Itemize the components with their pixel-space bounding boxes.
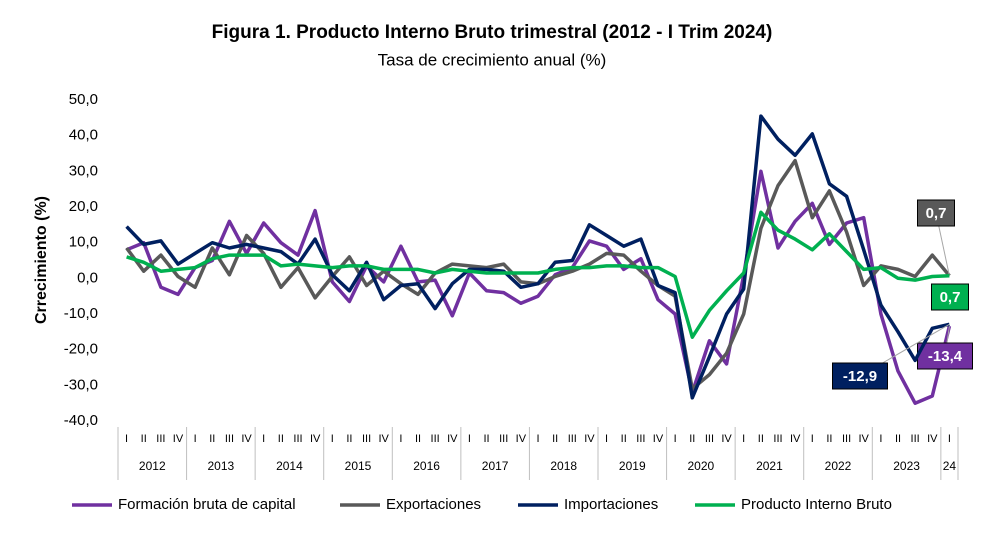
x-tick-label: II [826,433,832,445]
x-tick-label: III [156,433,165,445]
data-label: -12,9 [843,368,877,385]
legend-label: Importaciones [564,496,658,513]
series-line [125,114,950,400]
data-label-box [917,199,955,227]
year-label: 2019 [619,459,646,473]
x-tick-label: III [842,433,851,445]
x-tick-label: III [225,433,234,445]
year-label: 24 [943,459,957,473]
x-tick-label: III [499,433,508,445]
year-label: 2015 [345,459,372,473]
data-label: -13,4 [928,348,963,365]
x-tick-label: IV [790,433,801,445]
year-label: 2012 [139,459,166,473]
x-tick-label: IV [173,433,184,445]
x-tick-label: II [552,433,558,445]
data-label-box [931,283,969,311]
x-tick-label: II [141,433,147,445]
x-tick-label: I [879,433,882,445]
y-tick-label: 40,0 [69,127,98,144]
year-label: 2016 [413,459,440,473]
x-tick-label: I [468,433,471,445]
x-tick-label: II [278,433,284,445]
x-tick-label: II [484,433,490,445]
y-axis-label: Crrecimiento (%) [33,196,50,324]
x-tick-label: II [621,433,627,445]
x-tick-label: II [758,433,764,445]
x-tick-label: I [948,433,951,445]
data-label-box [832,362,888,390]
x-tick-label: IV [927,433,938,445]
x-tick-label: III [362,433,371,445]
x-tick-label: I [262,433,265,445]
x-tick-label: III [911,433,920,445]
x-tick-label: I [605,433,608,445]
chart-title: Figura 1. Producto Interno Bruto trimest… [212,22,773,43]
x-tick-label: III [431,433,440,445]
x-tick-label: II [346,433,352,445]
year-label: 2022 [825,459,852,473]
x-tick-label: I [674,433,677,445]
chart-subtitle: Tasa de crecimiento anual (%) [378,50,607,69]
x-tick-label: IV [584,433,595,445]
legend-label: Producto Interno Bruto [741,496,892,513]
x-tick-label: I [536,433,539,445]
y-tick-label: 10,0 [69,234,98,251]
x-tick-label: IV [379,433,390,445]
x-tick-label: III [293,433,302,445]
x-tick-label: I [194,433,197,445]
legend-label: Exportaciones [386,496,481,513]
x-tick-label: III [773,433,782,445]
year-label: 2018 [550,459,577,473]
x-tick-label: IV [653,433,664,445]
y-tick-label: 30,0 [69,162,98,179]
year-label: 2020 [688,459,715,473]
x-tick-label: III [568,433,577,445]
x-tick-label: III [636,433,645,445]
x-tick-label: I [811,433,814,445]
year-label: 2014 [276,459,303,473]
y-tick-label: 50,0 [69,91,98,108]
x-tick-label: IV [310,433,321,445]
x-tick-label: I [399,433,402,445]
series-line [126,210,950,339]
y-tick-label: -20,0 [64,341,98,358]
year-label: 2017 [482,459,509,473]
y-tick-label: -40,0 [64,412,98,429]
x-tick-label: II [415,433,421,445]
x-tick-label: IV [721,433,732,445]
x-tick-label: II [689,433,695,445]
x-tick-label: I [331,433,334,445]
y-tick-label: -30,0 [64,376,98,393]
year-label: 2013 [208,459,235,473]
data-label: 0,7 [940,289,961,306]
x-tick-label: IV [516,433,527,445]
x-tick-label: I [742,433,745,445]
y-tick-label: -10,0 [64,305,98,322]
series-line [125,169,952,405]
year-label: 2023 [893,459,920,473]
x-tick-label: II [895,433,901,445]
x-tick-label: I [125,433,128,445]
x-tick-label: IV [859,433,870,445]
x-tick-label: IV [447,433,458,445]
y-tick-label: 20,0 [69,198,98,215]
data-label: 0,7 [926,205,947,222]
year-label: 2021 [756,459,783,473]
y-tick-label: 0,0 [77,269,98,286]
legend-label: Formación bruta de capital [118,496,296,513]
x-tick-label: II [209,433,215,445]
x-tick-label: IV [241,433,252,445]
x-tick-label: III [705,433,714,445]
